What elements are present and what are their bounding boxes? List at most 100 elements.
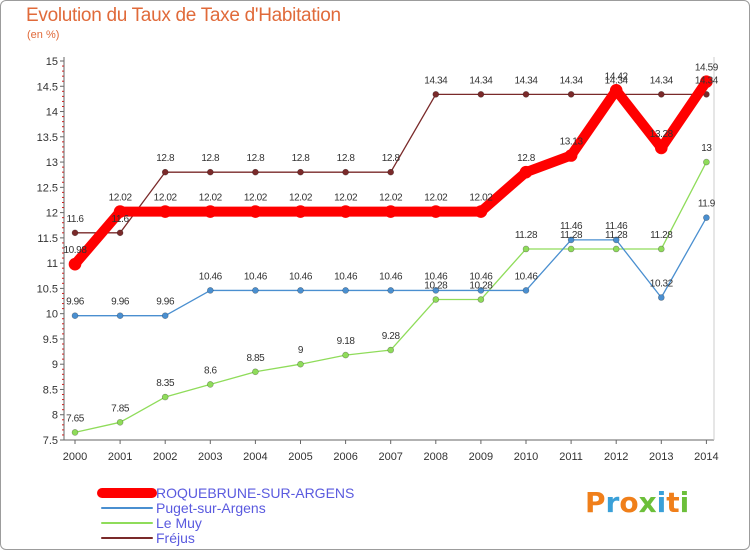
data-point — [207, 287, 214, 294]
data-label: 10.98 — [63, 245, 87, 256]
y-tick-label: 13.5 — [37, 132, 58, 144]
data-label: 12.8 — [201, 153, 220, 164]
data-point — [158, 205, 172, 218]
data-point — [252, 287, 259, 294]
y-tick-label: 12 — [46, 208, 58, 220]
logo-letter: P — [585, 486, 606, 519]
data-point — [342, 351, 349, 359]
y-tick-label: 10.5 — [37, 283, 58, 295]
data-label: 14.34 — [695, 75, 719, 86]
data-label: 8.35 — [156, 378, 175, 389]
data-label: 14.42 — [605, 71, 629, 82]
data-label: 10.46 — [199, 271, 223, 282]
logo-letter: i — [656, 486, 667, 519]
data-label: 10.46 — [424, 271, 448, 282]
data-label: 9.28 — [382, 331, 401, 342]
data-label: 11.9 — [698, 199, 716, 210]
data-point — [71, 229, 79, 237]
data-label: 11.6 — [112, 214, 130, 225]
data-label: 13.13 — [560, 136, 584, 147]
data-point — [612, 236, 620, 244]
data-point — [522, 91, 530, 98]
logo-letter: r — [605, 486, 620, 519]
data-point — [71, 429, 79, 436]
x-tick-label: 2008 — [424, 451, 448, 463]
data-label: 10.46 — [244, 271, 268, 282]
proxiti-logo: Proxiti — [585, 486, 689, 519]
data-point — [68, 257, 82, 271]
data-point — [567, 245, 575, 253]
data-point — [654, 141, 668, 155]
x-tick-label: 2004 — [243, 451, 267, 463]
data-label: 9.96 — [66, 297, 85, 308]
data-point — [71, 312, 79, 319]
data-label: 12.02 — [469, 193, 493, 204]
data-point — [657, 91, 665, 98]
data-point — [387, 346, 395, 354]
y-tick-label: 15 — [46, 56, 58, 68]
data-label: 14.34 — [560, 75, 584, 86]
data-point — [161, 312, 169, 319]
logo-letter: t — [666, 486, 680, 519]
data-label: 8.6 — [204, 365, 218, 376]
data-point — [703, 158, 710, 166]
data-point — [387, 287, 395, 294]
data-point — [609, 84, 623, 97]
data-label: 11.28 — [515, 230, 538, 241]
data-label: 14.34 — [514, 75, 538, 86]
chart-unit-label: (en %) — [27, 29, 60, 41]
data-label: 12.8 — [246, 153, 265, 164]
data-point — [474, 205, 488, 218]
y-tick-label: 8 — [52, 410, 58, 422]
data-point — [113, 205, 127, 218]
data-label: 7.85 — [111, 403, 130, 414]
y-tick-label: 11 — [47, 258, 58, 270]
data-point — [207, 381, 214, 388]
legend-label: ROQUEBRUNE-SUR-ARGENS — [156, 485, 354, 501]
series-layer: 7.65 7.85 8.35 8.6 8.85 9 9.18 9.28 10.28 10.28 11… — [63, 63, 719, 436]
x-tick-label: 2001 — [108, 451, 132, 463]
data-point — [477, 91, 485, 98]
legend: ROQUEBRUNE-SUR-ARGENSPuget-sur-ArgensLe … — [97, 485, 354, 546]
data-label: 11.28 — [650, 230, 673, 241]
x-tick-label: 2014 — [694, 451, 718, 463]
x-tick-label: 2007 — [378, 451, 402, 463]
data-point — [700, 75, 713, 89]
data-point — [342, 168, 349, 176]
data-label: 12.8 — [337, 153, 356, 164]
data-label: 9 — [298, 345, 304, 356]
data-label: 10.46 — [514, 271, 538, 282]
data-point — [297, 360, 304, 368]
data-point — [249, 205, 262, 218]
x-tick-label: 2000 — [63, 451, 87, 463]
data-label: 11.28 — [605, 230, 628, 241]
data-point — [342, 287, 349, 294]
data-label: 9.18 — [337, 336, 356, 347]
data-label: 11.28 — [560, 230, 583, 241]
data-point — [161, 393, 169, 401]
data-point — [703, 214, 710, 221]
data-label: 8.85 — [246, 353, 265, 364]
x-tick-label: 2009 — [469, 451, 493, 463]
data-point — [207, 168, 214, 176]
data-point — [116, 312, 124, 319]
data-point — [657, 294, 665, 301]
data-point — [522, 287, 530, 294]
data-label: 11.6 — [66, 214, 84, 225]
y-tick-label: 10 — [46, 309, 58, 321]
data-label: 12.02 — [109, 193, 133, 204]
data-label: 12.8 — [156, 153, 175, 164]
data-label: 11.46 — [560, 221, 583, 232]
y-tick-label: 9 — [52, 359, 58, 371]
data-label: 12.02 — [199, 193, 223, 204]
legend-label: Puget-sur-Argens — [156, 500, 266, 516]
data-label: 12.8 — [292, 153, 311, 164]
x-tick-label: 2005 — [288, 451, 312, 463]
data-label: 12.02 — [244, 193, 268, 204]
y-tick-label: 8.5 — [43, 384, 58, 396]
data-label: 11.46 — [605, 221, 628, 232]
data-point — [116, 419, 124, 426]
data-label: 13 — [701, 143, 712, 154]
data-label: 10.28 — [469, 281, 493, 292]
